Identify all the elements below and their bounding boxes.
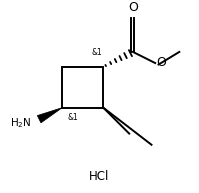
Polygon shape <box>37 108 62 123</box>
Text: HCl: HCl <box>89 170 110 183</box>
Text: &1: &1 <box>67 113 78 122</box>
Text: O: O <box>156 56 166 69</box>
Text: H$_2$N: H$_2$N <box>10 116 32 130</box>
Text: O: O <box>128 1 138 14</box>
Text: &1: &1 <box>92 47 102 57</box>
